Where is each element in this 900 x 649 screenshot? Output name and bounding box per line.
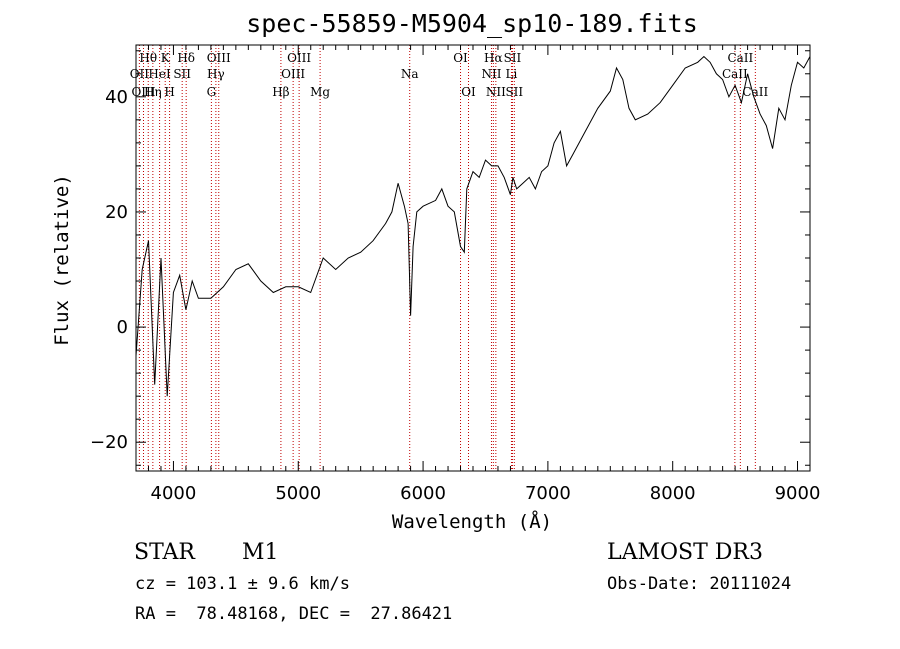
chart-title: spec-55859-M5904_sp10-189.fits — [246, 9, 698, 38]
line-label-22: SII — [504, 51, 522, 65]
line-label-9: OIII — [207, 51, 231, 65]
line-label-4: HeI — [148, 67, 171, 81]
line-label-18: OI — [461, 85, 476, 99]
object-subclass: M1 — [242, 540, 279, 565]
x-tick-label-5: 9000 — [775, 483, 821, 504]
line-label-15: Mg — [310, 85, 330, 99]
x-tick-label-0: 4000 — [151, 483, 197, 504]
y-tick-label-3: 40 — [105, 87, 128, 108]
x-tick-label-2: 6000 — [400, 483, 446, 504]
line-label-5: Hη — [144, 85, 162, 99]
line-label-21: NII — [486, 85, 506, 99]
line-label-25: CaII — [727, 51, 753, 65]
axis-ticks: 4000 5000 6000 7000 8000 9000 −20 0 20 40 — [90, 45, 820, 504]
y-tick-label-1: 0 — [117, 317, 128, 338]
line-label-19: Hα — [484, 51, 503, 65]
y-tick-label-2: 20 — [105, 202, 128, 223]
y-axis-label: Flux (relative) — [51, 174, 73, 346]
line-label-8: Hδ — [177, 51, 195, 65]
coordinates: RA = 78.48168, DEC = 27.86421 — [135, 604, 453, 624]
line-label-16: Na — [401, 67, 419, 81]
line-label-6: SII — [173, 67, 191, 81]
x-tick-label-3: 7000 — [525, 483, 571, 504]
line-label-3: K — [161, 51, 171, 65]
line-label-24: SII — [505, 85, 523, 99]
line-label-23: Li — [506, 67, 518, 81]
survey-name: LAMOST DR3 — [607, 540, 763, 565]
observation-date: Obs-Date: 20111024 — [607, 574, 792, 594]
line-label-26: CaII — [722, 67, 748, 81]
x-axis-label: Wavelength (Å) — [392, 510, 552, 533]
line-label-10: Hγ — [207, 67, 225, 81]
line-label-2: OIII — [131, 85, 155, 99]
x-tick-label-1: 5000 — [275, 483, 321, 504]
flux-series-line — [135, 55, 811, 397]
line-label-11: G — [207, 85, 217, 99]
line-label-27: CaII — [742, 85, 768, 99]
line-label-13: OIII — [287, 51, 311, 65]
line-label-14: OIII — [281, 67, 305, 81]
redshift-readout: cz = 103.1 ± 9.6 km/s — [135, 574, 350, 594]
line-label-7: H — [164, 85, 174, 99]
line-label-20: NII — [481, 67, 501, 81]
emission-line-markers — [138, 45, 756, 471]
plot-frame — [135, 44, 811, 472]
y-tick-label-0: −20 — [90, 432, 128, 453]
line-label-0: Hθ — [139, 51, 157, 65]
object-class: STAR — [134, 540, 195, 565]
line-label-17: OI — [453, 51, 468, 65]
line-label-12: Hβ — [272, 85, 289, 99]
x-tick-label-4: 8000 — [650, 483, 696, 504]
